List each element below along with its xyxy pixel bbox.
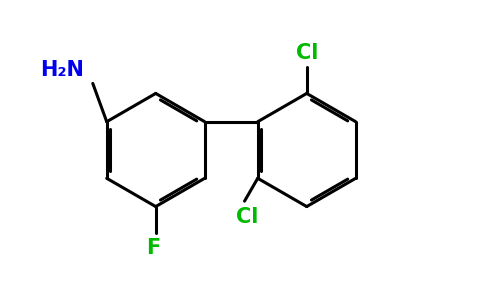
Text: Cl: Cl — [296, 43, 318, 63]
Text: Cl: Cl — [236, 207, 258, 227]
Text: F: F — [146, 238, 160, 258]
Text: H₂N: H₂N — [40, 60, 84, 80]
